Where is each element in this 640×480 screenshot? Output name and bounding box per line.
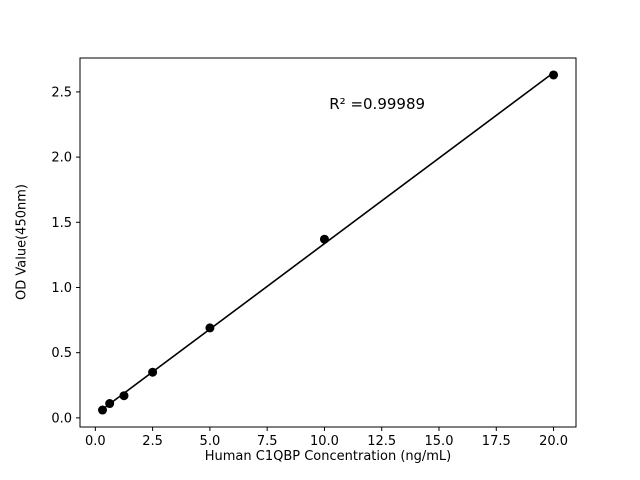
x-tick-label: 0.0 <box>85 434 106 449</box>
x-tick-label: 15.0 <box>425 434 454 449</box>
x-tick-label: 12.5 <box>367 434 396 449</box>
y-tick-label: 1.5 <box>51 216 72 231</box>
x-tick-label: 10.0 <box>310 434 339 449</box>
x-tick-label: 17.5 <box>482 434 511 449</box>
data-point <box>98 405 108 415</box>
x-tick-label: 2.5 <box>142 434 163 449</box>
data-point <box>119 391 129 401</box>
data-point <box>319 234 329 244</box>
y-tick-label: 2.0 <box>51 151 72 166</box>
x-tick-label: 7.5 <box>257 434 278 449</box>
x-tick-label: 20.0 <box>539 434 568 449</box>
y-axis-label: OD Value(450nm) <box>14 184 30 300</box>
x-axis-label: Human C1QBP Concentration (ng/mL) <box>204 449 452 464</box>
y-tick-label: 0.5 <box>51 346 72 361</box>
data-point <box>549 70 559 80</box>
data-point <box>105 399 115 409</box>
data-point <box>148 367 158 377</box>
x-tick-label: 5.0 <box>200 434 221 449</box>
axes-frame <box>79 57 577 428</box>
y-tick-label: 0.0 <box>51 411 72 426</box>
y-tick-label: 2.5 <box>51 85 72 100</box>
r-squared-annotation: R² =0.99989 <box>329 94 426 113</box>
data-point <box>205 323 215 333</box>
y-tick-label: 1.0 <box>51 281 72 296</box>
